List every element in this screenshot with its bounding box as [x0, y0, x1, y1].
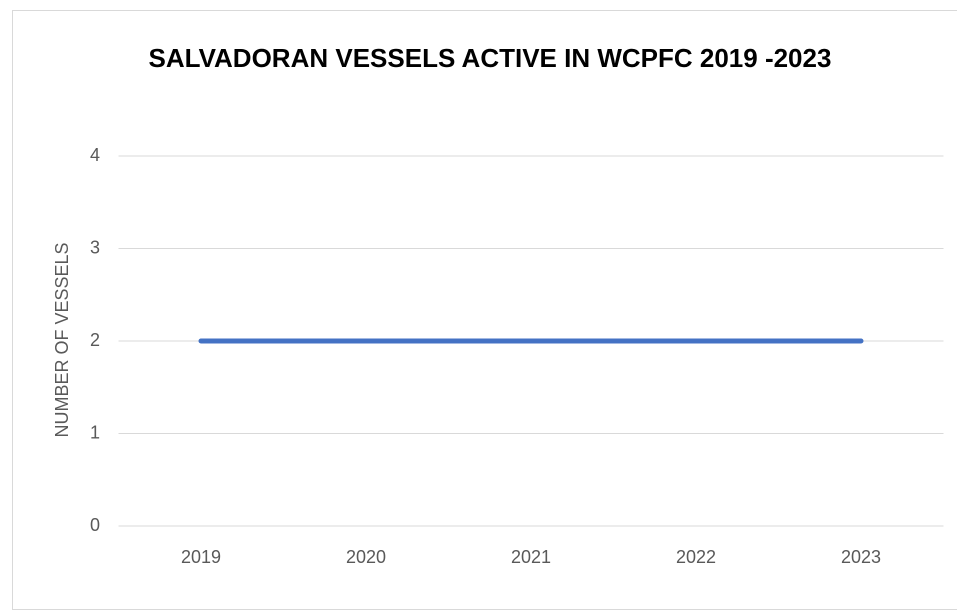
- y-tick-label: 4: [90, 145, 100, 165]
- x-tick-label: 2021: [511, 547, 551, 567]
- y-axis-label: NUMBER OF VESSELS: [52, 242, 72, 437]
- y-tick-label: 1: [90, 422, 100, 442]
- chart: NUMBER OF VESSELS 0 1 2 3 4 2019 2020 2021 2022 2…: [52, 145, 944, 567]
- y-tick-label: 3: [90, 237, 100, 257]
- chart-title: SALVADORAN VESSELS ACTIVE IN WCPFC 2019 …: [148, 43, 832, 73]
- y-tick-label: 2: [90, 330, 100, 350]
- x-tick-label: 2022: [676, 547, 716, 567]
- x-tick-label: 2019: [181, 547, 221, 567]
- x-tick-label: 2020: [346, 547, 386, 567]
- y-tick-label: 0: [90, 515, 100, 535]
- x-tick-label: 2023: [841, 547, 881, 567]
